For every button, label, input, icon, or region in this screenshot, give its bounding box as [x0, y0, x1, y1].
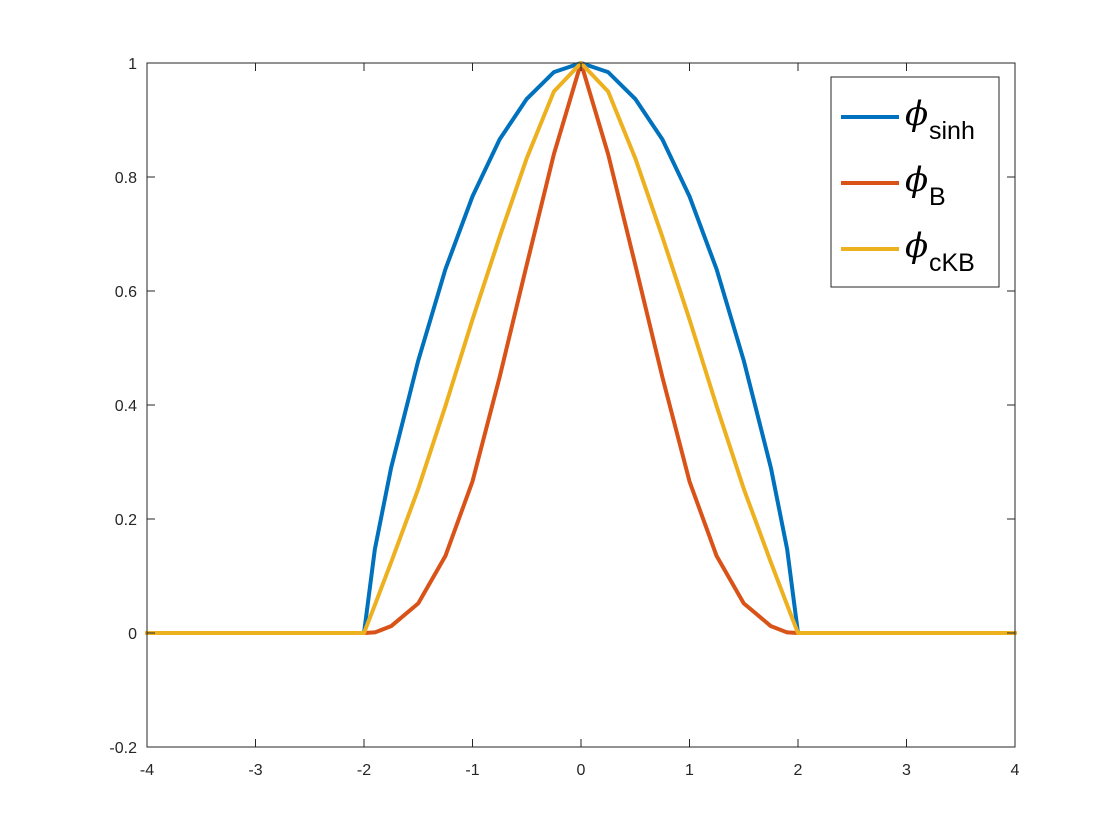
x-tick-label: 1 — [685, 762, 694, 779]
legend-label-cKB: cKB — [929, 249, 975, 277]
x-tick-label: 3 — [902, 762, 911, 779]
legend-label-sinh: sinh — [929, 117, 975, 145]
legend-item-cKB: ϕ cKB — [841, 226, 975, 277]
axes-layer: -4 -3 -2 -1 0 1 2 3 4 -0.2 0 0.2 0.4 0.6 0.8 1 — [109, 56, 1019, 779]
x-tick-label: -3 — [248, 762, 262, 779]
y-tick-label: 0.4 — [115, 398, 137, 415]
x-tick-label: -2 — [357, 762, 371, 779]
legend-label-B: B — [929, 183, 946, 211]
legend-symbol: ϕ — [905, 160, 928, 200]
legend-symbol: ϕ — [905, 226, 928, 266]
x-tick-label: 0 — [577, 762, 586, 779]
y-tick-label: 0 — [128, 626, 137, 643]
y-tick-label: 0.8 — [115, 170, 137, 187]
legend-item-sinh: ϕ sinh — [841, 94, 975, 145]
x-tick-label: 2 — [794, 762, 803, 779]
legend-symbol: ϕ — [905, 94, 928, 134]
x-tick-label: 4 — [1011, 762, 1020, 779]
x-tick-label: -1 — [465, 762, 479, 779]
x-tick-label: -4 — [140, 762, 154, 779]
y-tick-label: 0.6 — [115, 284, 137, 301]
y-tick-label: -0.2 — [109, 740, 137, 757]
y-tick-label: 1 — [128, 56, 137, 73]
y-tick-label: 0.2 — [115, 512, 137, 529]
